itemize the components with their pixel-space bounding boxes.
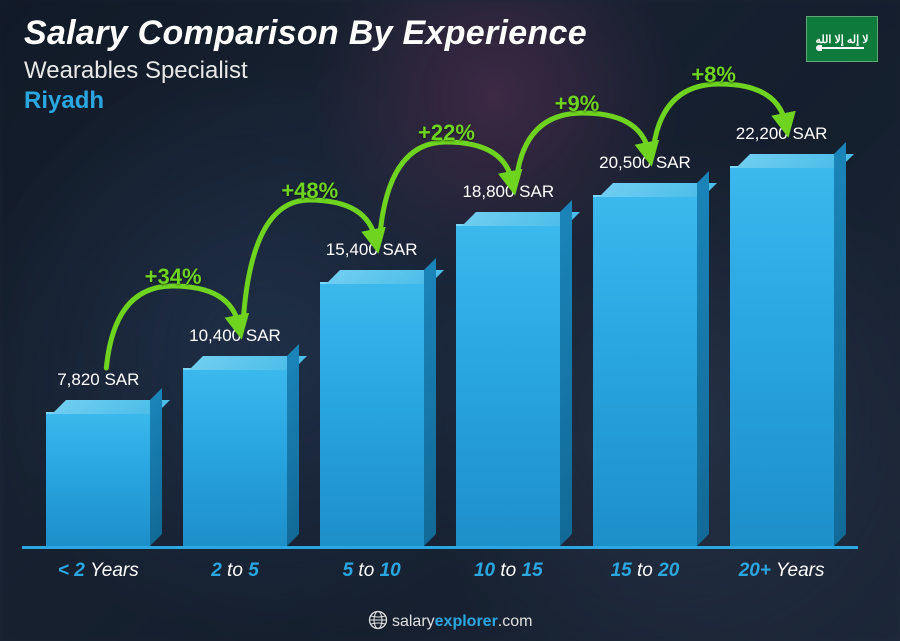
bar-category-label: 15 to 20 <box>575 560 715 582</box>
growth-arc <box>653 84 786 151</box>
growth-arc-label: +8% <box>691 62 736 88</box>
growth-arcs-layer <box>30 116 850 546</box>
bar-category-label: 5 to 10 <box>302 560 442 582</box>
bar-category-label: 20+ Years <box>712 560 852 582</box>
growth-arc <box>380 142 513 238</box>
growth-arc-label: +48% <box>281 178 338 204</box>
page-subtitle: Wearables Specialist <box>24 57 587 85</box>
growth-arc <box>516 113 649 180</box>
growth-arc <box>243 200 376 324</box>
bar-category-label: 10 to 15 <box>438 560 578 582</box>
growth-arc-label: +22% <box>418 120 475 146</box>
footer-brand-part1: salary <box>392 613 435 630</box>
growth-arc-label: +9% <box>555 91 600 117</box>
flag-sword-icon <box>820 47 864 49</box>
footer-brand-part3: .com <box>498 613 533 630</box>
footer-attribution: salaryexplorer.com <box>0 610 900 631</box>
content-root: Salary Comparison By Experience Wearable… <box>0 0 900 641</box>
bar-category-label: 2 to 5 <box>165 560 305 582</box>
chart-baseline <box>22 546 858 549</box>
growth-arc <box>106 286 239 368</box>
bar-category-label: < 2 Years <box>28 560 168 582</box>
flag-shahada-text: لا إله إلا الله <box>815 33 868 46</box>
page-title: Salary Comparison By Experience <box>24 14 587 53</box>
growth-arc-label: +34% <box>145 264 202 290</box>
footer-brand-part2: explorer <box>435 613 498 630</box>
globe-icon <box>368 610 388 630</box>
salary-chart: 7,820 SAR< 2 Years10,400 SAR2 to 515,400… <box>30 111 850 581</box>
title-block: Salary Comparison By Experience Wearable… <box>24 14 587 115</box>
country-flag-saudi-arabia: لا إله إلا الله <box>806 16 878 62</box>
